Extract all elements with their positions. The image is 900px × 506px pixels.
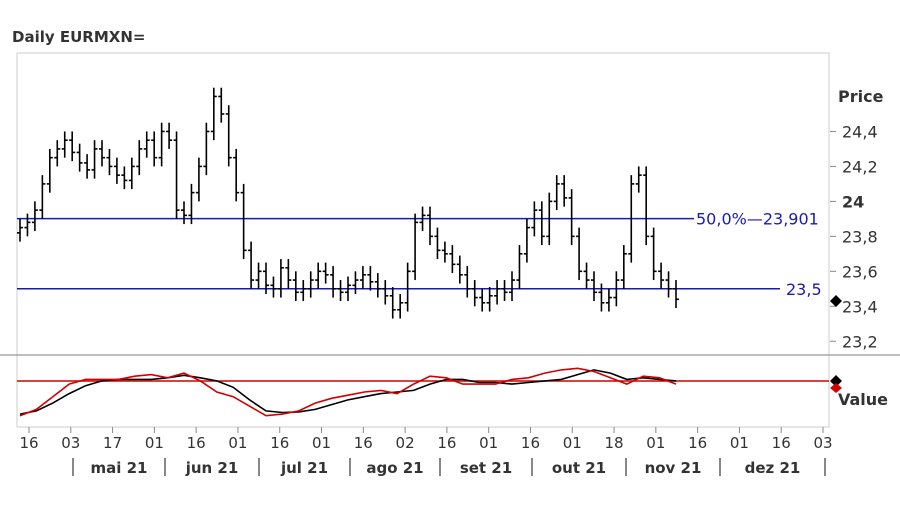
x-tick-label: 02: [396, 434, 415, 452]
indicator-marker-red: [830, 382, 842, 393]
x-tick-label: 18: [605, 434, 624, 452]
price-panel-frame: [16, 52, 830, 356]
price-tick-label: 24,4: [842, 122, 878, 141]
price-tick-label: 23,2: [842, 332, 878, 351]
price-tick-label: 24: [842, 192, 864, 211]
indicator-marker-black: [830, 374, 842, 387]
level-lines: 50,0%—23,901 23,5: [17, 210, 822, 299]
level-label: 23,5: [786, 280, 822, 299]
indicator-series-line: [19, 369, 677, 415]
indicator-series-line: [19, 367, 677, 417]
x-tick-label: 01: [228, 434, 247, 452]
x-tick-label: 17: [103, 434, 122, 452]
price-tick-label: 24,2: [842, 157, 878, 176]
indicator-series: [17, 367, 842, 417]
x-tick-label: 16: [19, 434, 38, 452]
price-axis-label: Price: [838, 87, 884, 106]
x-tick-label: 01: [730, 434, 749, 452]
x-tick-label: 16: [354, 434, 373, 452]
month-label: nov 21: [645, 459, 702, 477]
x-tick-label: 16: [772, 434, 791, 452]
x-tick-label: 03: [61, 434, 80, 452]
x-tick-label: 16: [437, 434, 456, 452]
x-tick-label: 01: [563, 434, 582, 452]
x-tick-label: 03: [813, 434, 832, 452]
month-label: ago 21: [366, 459, 423, 477]
candlestick-series: [17, 87, 842, 319]
x-tick-label: 01: [479, 434, 498, 452]
x-axis: 16 03 17 01 16 01 16 01 16 02 16 01 16 01 18 01 16 01 16 03…: [19, 427, 833, 477]
price-tick-label: 23,6: [842, 262, 878, 281]
month-label: dez 21: [745, 459, 801, 477]
price-axis: 24,4 24,2 24 23,8 23,6 23,4 23,2: [830, 122, 878, 351]
x-tick-label: 16: [521, 434, 540, 452]
x-tick-label: 16: [187, 434, 206, 452]
price-tick-label: 23,4: [842, 297, 878, 316]
month-label: set 21: [460, 459, 512, 477]
indicator-panel-frame: [16, 354, 830, 428]
indicator-axis-label: Value: [838, 390, 888, 409]
level-label: 50,0%—23,901: [696, 210, 819, 229]
month-label: out 21: [552, 459, 606, 477]
x-tick-label: 01: [145, 434, 164, 452]
last-price-marker: [830, 295, 842, 308]
x-tick-label: 16: [688, 434, 707, 452]
month-label: jun 21: [185, 459, 239, 477]
chart-title: Daily EURMXN=: [12, 28, 145, 46]
x-tick-label: 16: [270, 434, 289, 452]
month-label: jul 21: [280, 459, 328, 477]
price-tick-label: 23,8: [842, 227, 878, 246]
month-label: mai 21: [91, 459, 148, 477]
x-tick-label: 01: [646, 434, 665, 452]
x-tick-label: 01: [312, 434, 331, 452]
